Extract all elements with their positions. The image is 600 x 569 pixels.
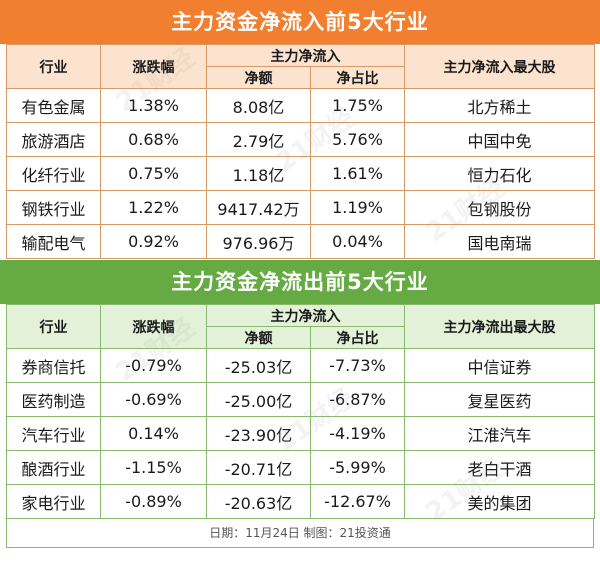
amount-cell: 1.18亿 bbox=[206, 156, 311, 191]
stock-cell: 中信证券 bbox=[404, 348, 595, 383]
industry-cell: 券商信托 bbox=[6, 348, 101, 383]
industry-cell: 输配电气 bbox=[6, 224, 101, 259]
stock-cell: 国电南瑞 bbox=[404, 224, 595, 259]
table-row: 医药制造 -0.69% -25.00亿 -6.87% 复星医药 bbox=[6, 382, 595, 417]
table-row: 化纤行业 0.75% 1.18亿 1.61% 恒力石化 bbox=[6, 156, 595, 191]
industry-cell: 医药制造 bbox=[6, 382, 101, 417]
ratio-cell: -6.87% bbox=[310, 382, 405, 417]
table-row: 输配电气 0.92% 976.96万 0.04% 国电南瑞 bbox=[6, 224, 595, 259]
table-row: 钢铁行业 1.22% 9417.42万 1.19% 包钢股份 bbox=[6, 190, 595, 225]
footer-credit: 日期：11月24日 制图：21投资通 bbox=[6, 519, 594, 548]
outflow-table: 行业 涨跌幅 主力净流入 主力净流出最大股 净额 净占比 券商信托 -0.79%… bbox=[6, 304, 595, 519]
ratio-cell: -12.67% bbox=[310, 484, 405, 519]
ratio-cell: 1.75% bbox=[310, 88, 405, 123]
ratio-cell: 1.19% bbox=[310, 190, 405, 225]
change-cell: -1.15% bbox=[100, 450, 207, 485]
header-industry: 行业 bbox=[6, 304, 101, 349]
table-row: 券商信托 -0.79% -25.03亿 -7.73% 中信证券 bbox=[6, 348, 595, 383]
header-top-stock: 主力净流入最大股 bbox=[404, 44, 595, 89]
header-change: 涨跌幅 bbox=[100, 44, 207, 89]
stock-cell: 美的集团 bbox=[404, 484, 595, 519]
industry-cell: 酿酒行业 bbox=[6, 450, 101, 485]
ratio-cell: 5.76% bbox=[310, 122, 405, 157]
change-cell: -0.79% bbox=[100, 348, 207, 383]
inflow-table: 行业 涨跌幅 主力净流入 主力净流入最大股 净额 净占比 有色金属 1.38% … bbox=[6, 44, 595, 259]
header-top-stock: 主力净流出最大股 bbox=[404, 304, 595, 349]
change-cell: 0.68% bbox=[100, 122, 207, 157]
amount-cell: -20.71亿 bbox=[206, 450, 311, 485]
amount-cell: -20.63亿 bbox=[206, 484, 311, 519]
change-cell: 1.38% bbox=[100, 88, 207, 123]
industry-cell: 家电行业 bbox=[6, 484, 101, 519]
industry-cell: 钢铁行业 bbox=[6, 190, 101, 225]
stock-cell: 中国中免 bbox=[404, 122, 595, 157]
outflow-title: 主力资金净流出前5大行业 bbox=[0, 260, 600, 304]
ratio-cell: 1.61% bbox=[310, 156, 405, 191]
header-net-group: 主力净流入 bbox=[206, 304, 405, 327]
industry-cell: 化纤行业 bbox=[6, 156, 101, 191]
amount-cell: -25.00亿 bbox=[206, 382, 311, 417]
industry-cell: 旅游酒店 bbox=[6, 122, 101, 157]
change-cell: 1.22% bbox=[100, 190, 207, 225]
header-net-amount: 净额 bbox=[206, 326, 311, 349]
industry-cell: 有色金属 bbox=[6, 88, 101, 123]
ratio-cell: -7.73% bbox=[310, 348, 405, 383]
stock-cell: 复星医药 bbox=[404, 382, 595, 417]
table-row: 有色金属 1.38% 8.08亿 1.75% 北方稀土 bbox=[6, 88, 595, 123]
header-net-ratio: 净占比 bbox=[310, 326, 405, 349]
table-row: 家电行业 -0.89% -20.63亿 -12.67% 美的集团 bbox=[6, 484, 595, 519]
ratio-cell: 0.04% bbox=[310, 224, 405, 259]
change-cell: 0.75% bbox=[100, 156, 207, 191]
table-row: 酿酒行业 -1.15% -20.71亿 -5.99% 老白干酒 bbox=[6, 450, 595, 485]
header-net-amount: 净额 bbox=[206, 66, 311, 89]
inflow-title: 主力资金净流入前5大行业 bbox=[0, 0, 600, 44]
header-net-group: 主力净流入 bbox=[206, 44, 405, 67]
stock-cell: 老白干酒 bbox=[404, 450, 595, 485]
ratio-cell: -5.99% bbox=[310, 450, 405, 485]
stock-cell: 北方稀土 bbox=[404, 88, 595, 123]
stock-cell: 包钢股份 bbox=[404, 190, 595, 225]
change-cell: -0.69% bbox=[100, 382, 207, 417]
change-cell: 0.14% bbox=[100, 416, 207, 451]
table-row: 汽车行业 0.14% -23.90亿 -4.19% 江淮汽车 bbox=[6, 416, 595, 451]
amount-cell: 9417.42万 bbox=[206, 190, 311, 225]
header-net-ratio: 净占比 bbox=[310, 66, 405, 89]
change-cell: -0.89% bbox=[100, 484, 207, 519]
industry-cell: 汽车行业 bbox=[6, 416, 101, 451]
ratio-cell: -4.19% bbox=[310, 416, 405, 451]
change-cell: 0.92% bbox=[100, 224, 207, 259]
header-change: 涨跌幅 bbox=[100, 304, 207, 349]
amount-cell: 8.08亿 bbox=[206, 88, 311, 123]
table-row: 旅游酒店 0.68% 2.79亿 5.76% 中国中免 bbox=[6, 122, 595, 157]
amount-cell: -23.90亿 bbox=[206, 416, 311, 451]
amount-cell: -25.03亿 bbox=[206, 348, 311, 383]
amount-cell: 976.96万 bbox=[206, 224, 311, 259]
amount-cell: 2.79亿 bbox=[206, 122, 311, 157]
stock-cell: 江淮汽车 bbox=[404, 416, 595, 451]
header-industry: 行业 bbox=[6, 44, 101, 89]
stock-cell: 恒力石化 bbox=[404, 156, 595, 191]
